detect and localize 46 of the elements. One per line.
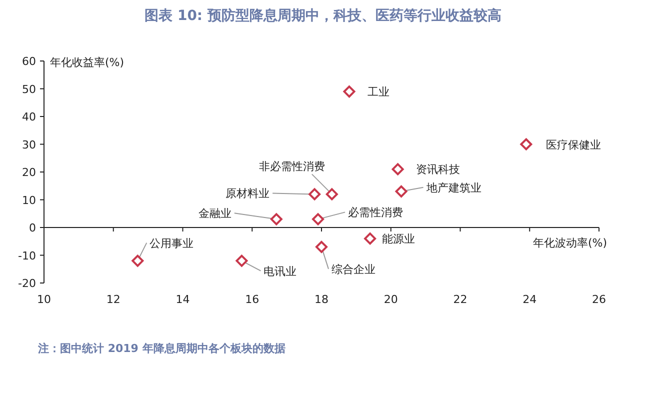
y-tick-label: 20	[22, 166, 36, 179]
point	[395, 185, 408, 198]
annotation: 金融业	[198, 207, 232, 220]
annotation: 工业	[367, 86, 390, 99]
point	[316, 240, 328, 253]
x-tick-label: 22	[453, 293, 468, 306]
annotation: 综合企业	[332, 262, 376, 276]
point	[312, 213, 324, 226]
annotation: 资讯科技	[416, 163, 460, 176]
point	[308, 188, 321, 200]
y-tick-label: -20	[18, 277, 36, 290]
x-axis-title: 年化波动率(%)	[532, 236, 607, 250]
y-tick-label: 50	[22, 82, 36, 96]
x-tick-label: 18	[314, 293, 328, 306]
point	[520, 138, 532, 150]
point	[132, 254, 144, 267]
x-tick-label: 10	[37, 293, 51, 306]
y-tick-label: -10	[18, 249, 36, 262]
point	[392, 163, 404, 176]
annotation: 电讯业	[264, 264, 297, 278]
annotation: 原材料业	[226, 187, 270, 200]
annotation: 医疗保健业	[546, 138, 602, 152]
x-tick-label: 24	[522, 293, 537, 306]
point	[364, 232, 376, 245]
point	[270, 213, 282, 226]
x-tick-label: 20	[384, 293, 398, 306]
y-tick-label: 10	[22, 194, 36, 207]
annotation: 公用事业	[150, 236, 194, 250]
text: 注：图中统计 2019 年降息周期中各个板块的数据	[37, 342, 286, 355]
y-axis-title: 年化收益率(%)	[50, 56, 124, 69]
x-tick-label: 14	[176, 293, 190, 306]
chart-title: 图表 10: 预防型降息周期中，科技、医药等行业收益较高	[144, 7, 502, 24]
point	[343, 86, 356, 98]
y-tick-label: 30	[22, 138, 36, 152]
y-tick-label: 60	[22, 55, 36, 68]
annotation: 非必需性消费	[258, 160, 325, 174]
point	[236, 254, 248, 267]
y-tick-label: 0	[29, 222, 36, 234]
annotation: 能源业	[382, 232, 416, 246]
point	[326, 188, 338, 200]
y-tick-label: 40	[22, 110, 36, 124]
annotation: 地产建筑业	[425, 181, 482, 194]
annotation: 必需性消费	[348, 206, 404, 220]
x-tick-label: 26	[592, 293, 606, 306]
x-tick-label: 12	[106, 293, 120, 306]
x-tick-label: 16	[245, 293, 260, 306]
